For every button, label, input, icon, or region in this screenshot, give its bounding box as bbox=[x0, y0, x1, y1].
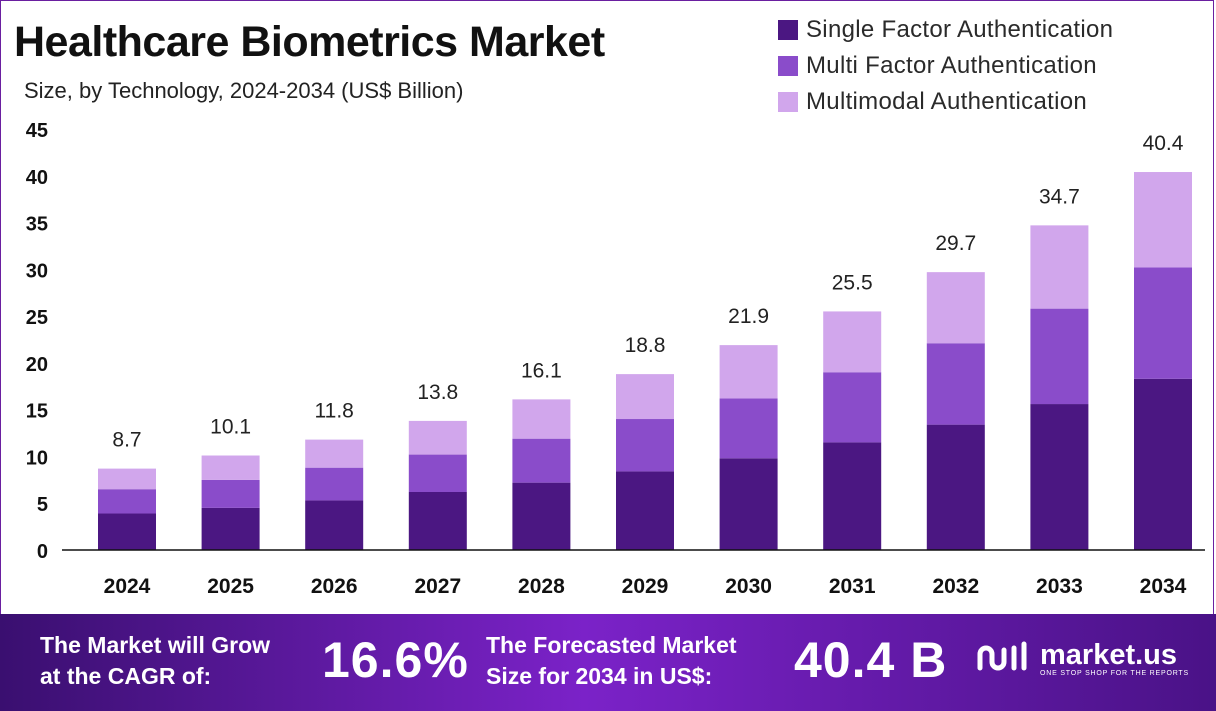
y-tick-label: 5 bbox=[37, 494, 48, 516]
bar-segment-multimodal bbox=[305, 439, 364, 468]
logo-name: market.us bbox=[1040, 638, 1178, 671]
logo-tagline: ONE STOP SHOP FOR THE REPORTS bbox=[1040, 669, 1189, 677]
y-tick-label: 35 bbox=[26, 214, 48, 236]
y-tick-label: 40 bbox=[26, 167, 48, 189]
bar-segment-multi-factor bbox=[719, 398, 778, 459]
bar-total-label: 16.1 bbox=[521, 359, 562, 382]
chart-title: Healthcare Biometrics Market bbox=[14, 18, 605, 66]
bar-segment-multimodal bbox=[1134, 172, 1192, 268]
legend-swatch-multi-factor bbox=[778, 56, 798, 76]
legend-swatch-single-factor bbox=[778, 20, 798, 40]
bar-segment-single-factor bbox=[1134, 378, 1192, 550]
bar-segment-single-factor bbox=[719, 458, 778, 550]
bar-total-label: 29.7 bbox=[935, 232, 976, 255]
bar-segment-multi-factor bbox=[1030, 308, 1089, 405]
bar-segment-multimodal bbox=[719, 345, 778, 399]
y-tick-label: 20 bbox=[26, 354, 48, 376]
y-tick-label: 15 bbox=[26, 401, 48, 423]
bar-total-label: 10.1 bbox=[210, 416, 251, 439]
y-tick-label: 25 bbox=[26, 307, 48, 329]
cagr-value: 16.6% bbox=[322, 632, 469, 688]
bar-segment-single-factor bbox=[305, 500, 364, 550]
forecast-caption-line1: The Forecasted Market bbox=[486, 632, 737, 658]
forecast-caption-line2: Size for 2034 in US$: bbox=[486, 663, 713, 689]
bar-total-label: 8.7 bbox=[112, 429, 141, 452]
legend-label-single-factor: Single Factor Authentication bbox=[806, 16, 1114, 43]
bar-total-label: 34.7 bbox=[1039, 185, 1080, 208]
x-tick-label: 2028 bbox=[518, 575, 565, 598]
y-tick-label: 30 bbox=[26, 260, 48, 282]
forecast-value: 40.4 B bbox=[794, 632, 948, 688]
x-tick-label: 2032 bbox=[932, 575, 979, 598]
bar-total-label: 21.9 bbox=[728, 305, 769, 328]
bar-segment-single-factor bbox=[1030, 404, 1089, 550]
bar-segment-single-factor bbox=[926, 424, 985, 550]
stacked-bar-chart: 0510152025303540458.7202410.1202511.8202… bbox=[26, 120, 1205, 598]
chart-subtitle: Size, by Technology, 2024-2034 (US$ Bill… bbox=[24, 78, 464, 103]
bar-segment-single-factor bbox=[408, 491, 467, 550]
cagr-caption-line1: The Market will Grow bbox=[40, 632, 271, 658]
x-tick-label: 2024 bbox=[104, 575, 151, 598]
bar-segment-multimodal bbox=[201, 455, 260, 480]
bar-segment-multi-factor bbox=[98, 489, 156, 514]
x-tick-label: 2030 bbox=[725, 575, 772, 598]
bar-segment-multimodal bbox=[408, 420, 467, 455]
bar-segment-single-factor bbox=[616, 471, 674, 550]
legend: Single Factor Authentication Multi Facto… bbox=[778, 12, 1113, 120]
bar-segment-single-factor bbox=[201, 507, 260, 550]
market-us-logo: market.us ONE STOP SHOP FOR THE REPORTS bbox=[976, 638, 1189, 678]
legend-label-multi-factor: Multi Factor Authentication bbox=[806, 52, 1097, 79]
legend-swatch-multimodal bbox=[778, 92, 798, 112]
x-tick-label: 2026 bbox=[311, 575, 358, 598]
market-us-logo-icon bbox=[977, 641, 1027, 671]
x-tick-label: 2027 bbox=[414, 575, 461, 598]
x-tick-label: 2025 bbox=[207, 575, 254, 598]
legend-item-multi-factor: Multi Factor Authentication bbox=[778, 48, 1113, 84]
bar-total-label: 13.8 bbox=[417, 381, 458, 404]
x-tick-label: 2031 bbox=[829, 575, 876, 598]
bar-total-label: 40.4 bbox=[1143, 132, 1184, 155]
bar-segment-multi-factor bbox=[823, 372, 882, 443]
y-tick-label: 0 bbox=[37, 541, 48, 563]
forecast-caption: The Forecasted Market Size for 2034 in U… bbox=[486, 630, 737, 692]
y-tick-label: 10 bbox=[26, 447, 48, 469]
bar-total-label: 18.8 bbox=[625, 334, 666, 357]
bar-segment-multi-factor bbox=[305, 467, 364, 501]
bar-segment-multi-factor bbox=[616, 419, 674, 472]
footer-banner: The Market will Grow at the CAGR of: 16.… bbox=[0, 614, 1216, 711]
bar-segment-multi-factor bbox=[1134, 267, 1192, 379]
bar-segment-single-factor bbox=[823, 442, 882, 550]
y-tick-label: 45 bbox=[26, 120, 48, 142]
bar-segment-single-factor bbox=[512, 482, 571, 550]
bar-segment-multimodal bbox=[926, 272, 985, 344]
legend-item-single-factor: Single Factor Authentication bbox=[778, 12, 1113, 48]
legend-item-multimodal: Multimodal Authentication bbox=[778, 84, 1113, 120]
bar-segment-multi-factor bbox=[201, 479, 260, 508]
bar-segment-multi-factor bbox=[408, 454, 467, 492]
bar-segment-multimodal bbox=[823, 311, 882, 373]
bar-segment-multimodal bbox=[98, 468, 156, 490]
bar-segment-multi-factor bbox=[926, 343, 985, 425]
x-tick-label: 2029 bbox=[622, 575, 669, 598]
bar-segment-multimodal bbox=[616, 374, 674, 420]
bar-segment-multi-factor bbox=[512, 438, 571, 483]
x-tick-label: 2033 bbox=[1036, 575, 1083, 598]
x-tick-label: 2034 bbox=[1140, 575, 1187, 598]
bar-total-label: 11.8 bbox=[315, 400, 354, 423]
legend-label-multimodal: Multimodal Authentication bbox=[806, 88, 1087, 115]
cagr-caption: The Market will Grow at the CAGR of: bbox=[40, 630, 270, 692]
cagr-caption-line2: at the CAGR of: bbox=[40, 663, 212, 689]
bar-total-label: 25.5 bbox=[832, 271, 873, 294]
bar-segment-single-factor bbox=[98, 513, 156, 550]
bar-segment-multimodal bbox=[1030, 225, 1089, 309]
bar-segment-multimodal bbox=[512, 399, 571, 439]
